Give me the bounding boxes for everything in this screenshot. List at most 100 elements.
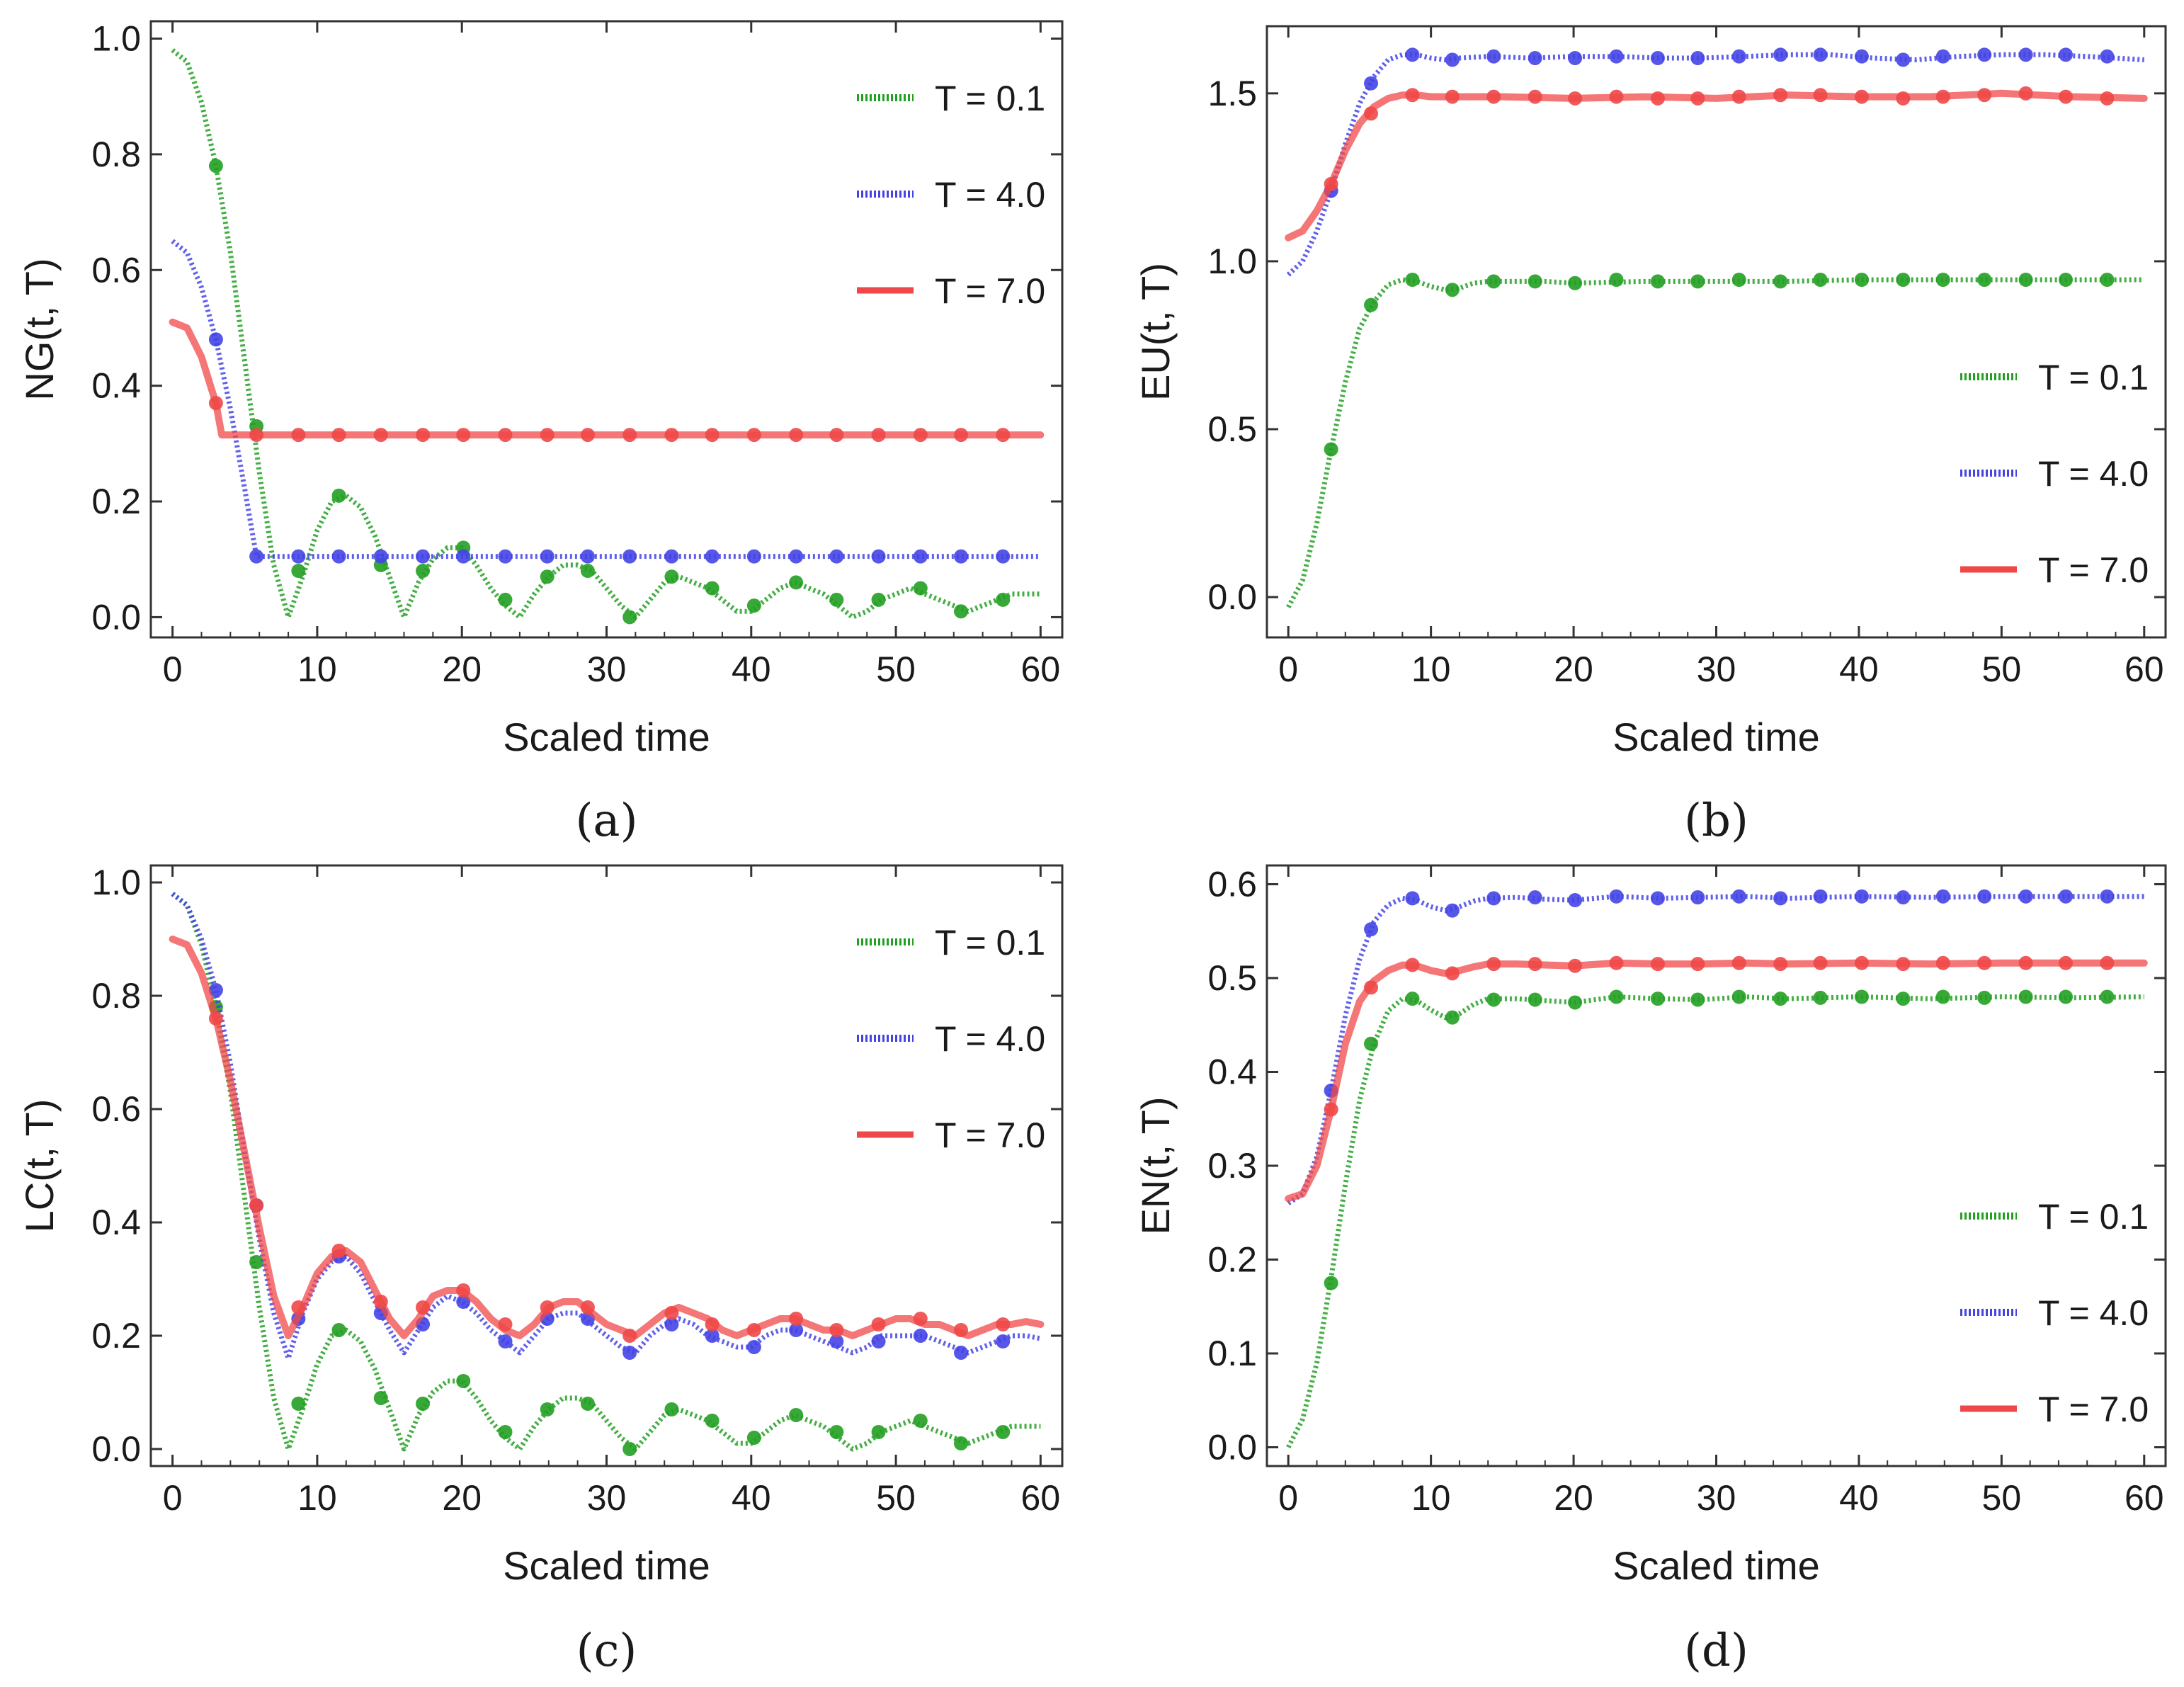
data-point-T70	[580, 1300, 595, 1314]
data-point-T40	[705, 1329, 720, 1343]
data-point-T01	[1731, 989, 1746, 1004]
x-tick-label: 10	[1411, 649, 1451, 689]
data-point-T01	[996, 592, 1011, 607]
data-point-T70	[456, 1283, 471, 1297]
data-point-T01	[789, 1408, 804, 1422]
data-point-T40	[1650, 891, 1665, 906]
data-point-T01	[2100, 273, 2115, 288]
y-tick-label: 1.0	[1207, 242, 1257, 281]
data-point-T01	[416, 564, 431, 579]
x-tick-label: 60	[1021, 649, 1061, 689]
data-point-T01	[1486, 992, 1501, 1007]
legend-label: T = 7.0	[2038, 550, 2149, 590]
y-tick-label: 0.3	[1207, 1146, 1257, 1186]
data-point-T40	[2059, 889, 2073, 904]
data-point-T01	[705, 1414, 720, 1428]
data-point-T01	[2018, 273, 2033, 288]
data-point-T40	[1568, 51, 1583, 66]
data-point-T01	[829, 1425, 844, 1439]
data-point-T40	[1690, 51, 1705, 66]
chart-panel-d: 0 10 20 30 40 50 60 0.0 0.1 0.2 0.3 0.4 0.5 0.6 Scaled…	[1133, 864, 2167, 1677]
y-tick-label: 0.4	[1207, 1052, 1257, 1092]
data-point-T40	[1896, 52, 1911, 67]
chart-panel-c: 0 10 20 30 40 50 60 0.0 0.2 0.4 0.6 0.8 1.0 Scaled ti…	[17, 863, 1064, 1677]
data-point-T40	[540, 549, 554, 564]
data-point-T70	[291, 428, 306, 443]
y-axis-label: EU(t, T)	[1133, 263, 1178, 401]
data-point-T70	[1568, 91, 1583, 106]
data-point-T40	[913, 549, 928, 564]
x-axis-label: Scaled time	[503, 715, 710, 759]
data-point-T40	[580, 549, 595, 564]
data-point-T01	[249, 1255, 264, 1269]
data-point-T40	[1364, 922, 1379, 937]
data-point-T01	[540, 1402, 554, 1416]
x-axis-label: Scaled time	[1613, 1543, 1820, 1588]
data-point-T40	[829, 1334, 844, 1348]
data-point-T40	[1854, 889, 1869, 904]
data-point-T40	[1364, 76, 1379, 91]
data-point-T70	[331, 1244, 346, 1258]
data-point-T01	[2059, 989, 2073, 1004]
data-point-T40	[705, 549, 720, 564]
y-tick-label: 1.0	[91, 863, 141, 902]
data-point-T40	[1650, 51, 1665, 66]
legend: T = 0.1 T = 4.0 T = 7.0	[857, 79, 1045, 311]
data-point-T01	[913, 581, 928, 596]
data-point-T01	[871, 1425, 886, 1439]
data-point-T70	[1854, 955, 1869, 970]
x-tick-label: 10	[297, 649, 337, 689]
data-point-T40	[1445, 52, 1460, 67]
data-point-T40	[208, 332, 223, 347]
data-point-T70	[1731, 89, 1746, 104]
data-point-T01	[1405, 273, 1420, 288]
data-point-T40	[498, 1334, 513, 1348]
data-point-T70	[1977, 955, 1992, 970]
data-point-T70	[746, 428, 761, 443]
data-point-T70	[540, 1300, 554, 1314]
data-point-T70	[1405, 958, 1420, 972]
data-point-T01	[1609, 273, 1624, 288]
y-tick-label: 0.6	[91, 250, 141, 290]
legend-label: T = 7.0	[935, 271, 1045, 311]
data-point-T01	[996, 1425, 1011, 1439]
data-point-T70	[1935, 955, 1950, 970]
data-point-T01	[416, 1397, 431, 1411]
series-line-T70	[169, 318, 1045, 439]
data-point-T01	[456, 1374, 471, 1388]
data-point-T70	[913, 428, 928, 443]
data-point-T01	[1568, 276, 1583, 290]
data-point-T01	[2100, 989, 2115, 1004]
x-tick-label: 60	[2125, 1478, 2164, 1518]
data-point-T01	[829, 592, 844, 607]
data-point-T40	[1445, 903, 1460, 918]
data-point-T70	[1445, 89, 1460, 104]
data-point-T70	[1650, 957, 1665, 972]
x-tick-label: 0	[1278, 1478, 1298, 1518]
data-point-T70	[1813, 88, 1828, 103]
plot-area	[169, 892, 1045, 1456]
series-line-T70	[1285, 89, 2148, 242]
data-point-T40	[622, 1346, 637, 1360]
y-tick-label: 0.0	[91, 1429, 141, 1469]
data-point-T01	[1773, 992, 1788, 1006]
data-point-T40	[2100, 889, 2115, 904]
legend-label: T = 0.1	[935, 923, 1045, 962]
data-point-T40	[1609, 49, 1624, 64]
data-point-T40	[1528, 51, 1542, 66]
data-point-T01	[540, 569, 554, 584]
data-point-T70	[1690, 91, 1705, 106]
data-point-T40	[1935, 889, 1950, 904]
data-point-T40	[498, 549, 513, 564]
data-point-T40	[249, 549, 264, 564]
data-point-T01	[580, 564, 595, 579]
data-point-T70	[1813, 955, 1828, 970]
panel-caption: (b)	[1684, 795, 1748, 847]
data-point-T70	[1486, 89, 1501, 104]
data-point-T01	[2059, 273, 2073, 288]
data-point-T01	[954, 604, 968, 619]
data-point-T01	[664, 1402, 679, 1416]
legend-label: T = 4.0	[2038, 1293, 2149, 1333]
chart-panel-a: 0 10 20 30 40 50 60 0.0 0.2 0.4 0.6 0.8 1.0 Scaled ti…	[17, 19, 1064, 847]
y-tick-label: 0.8	[91, 135, 141, 174]
